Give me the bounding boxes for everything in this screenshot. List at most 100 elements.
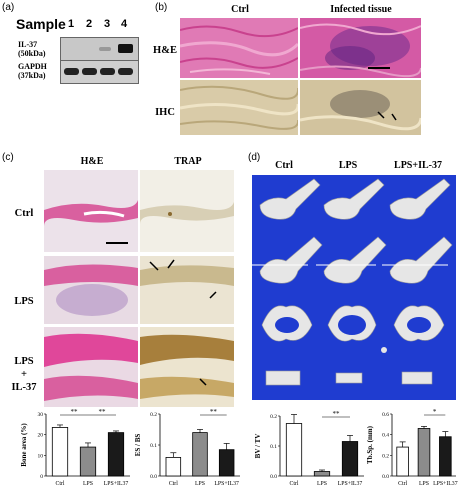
- scale-bar-c: [106, 242, 128, 244]
- significance-label: **: [99, 408, 107, 416]
- panel-d-label: (d): [248, 152, 261, 163]
- il37-band-lane-4: [118, 44, 133, 53]
- panel-b-label: (b): [155, 2, 168, 13]
- il37-band-lane-3: [99, 47, 111, 51]
- il37-blot-strip: [60, 37, 139, 61]
- c-ctrl-he-image: [44, 170, 138, 252]
- d-col-ctrl: Ctrl: [275, 160, 293, 171]
- il37-row-label: IL-37 (50kDa): [18, 40, 46, 58]
- sample-title: Sample: [16, 16, 66, 32]
- y-tick-label: 0.1: [150, 443, 157, 449]
- y-tick-label: 0.2: [270, 414, 277, 420]
- c-row-lps: LPS: [14, 296, 34, 307]
- bar: [313, 471, 331, 477]
- x-tick-label: Ctrl: [169, 481, 178, 487]
- bar: [417, 428, 431, 477]
- y-tick-label: 0.2: [150, 412, 157, 418]
- y-tick-label: 0.2: [382, 453, 389, 459]
- bar: [51, 427, 69, 477]
- b-ctrl-he-image: [180, 18, 298, 78]
- chart-es-bs: 0.0 0.1 0.2 ES / BS Ctrl LPS LPS+IL37 **: [134, 408, 240, 487]
- panel-c-label: (c): [2, 152, 14, 163]
- b-row-ihc: IHC: [155, 107, 175, 118]
- lane-4-label: 4: [121, 18, 128, 30]
- bar: [165, 457, 182, 477]
- c-lps-il37-he-image: [44, 327, 138, 407]
- x-tick-label: LPS+IL37: [338, 481, 363, 487]
- scale-bar: [368, 67, 390, 69]
- gapdh-blot-strip: [60, 60, 139, 84]
- significance-label: **: [333, 410, 341, 418]
- lane-3-label: 3: [104, 18, 111, 30]
- y-tick-label: 0.0: [150, 474, 157, 480]
- bar: [396, 446, 409, 477]
- x-tick-label: LPS+IL37: [214, 481, 239, 487]
- bar: [341, 441, 359, 477]
- d-col-lps: LPS: [338, 160, 358, 171]
- b-col-ctrl: Ctrl: [231, 4, 249, 15]
- bar: [107, 432, 125, 477]
- gapdh-band-lane-2: [82, 68, 97, 75]
- c-col-trap: TRAP: [174, 156, 202, 167]
- y-tick-label: 0.0: [270, 474, 277, 480]
- y-tick-label: 0.1: [270, 444, 277, 450]
- c-ctrl-trap-image: [140, 170, 234, 252]
- gapdh-band-lane-3: [100, 68, 115, 75]
- x-tick-label: LPS: [83, 481, 93, 487]
- chart-bone-area: 0 10 20 30 Bone area (%) Ctrl LPS LPS+IL37 ** **: [20, 408, 130, 487]
- y-tick-label: 20: [38, 433, 44, 439]
- c-row-lps-il37: LPS + IL-37: [11, 356, 37, 393]
- bar: [285, 423, 303, 477]
- gapdh-row-label: GAPDH (37kDa): [18, 62, 47, 80]
- b-infected-ihc-image: [300, 80, 421, 135]
- y-tick-label: 0.4: [382, 433, 389, 439]
- gapdh-band-lane-1: [64, 68, 79, 75]
- significance-label: **: [71, 408, 79, 416]
- c-lps-trap-image: [140, 256, 234, 324]
- gapdh-size: (37kDa): [18, 71, 46, 80]
- c-lps-he-image: [44, 256, 138, 324]
- il37-protein: IL-37: [18, 40, 38, 49]
- lane-2-label: 2: [86, 18, 93, 30]
- d-col-lps-il37: LPS+IL-37: [394, 160, 442, 171]
- y-axis-label: ES / BS: [134, 434, 142, 457]
- x-tick-label: LPS: [317, 481, 327, 487]
- y-axis-label: Bone area (%): [20, 423, 28, 467]
- y-tick-label: 0.6: [382, 412, 389, 418]
- x-tick-label: LPS: [195, 481, 205, 487]
- x-tick-label: Ctrl: [55, 481, 64, 487]
- b-col-infected: Infected tissue: [330, 4, 392, 15]
- x-tick-label: LPS+IL37: [433, 481, 458, 487]
- gapdh-protein: GAPDH: [18, 62, 47, 71]
- x-tick-label: Ctrl: [398, 481, 407, 487]
- lane-1-label: 1: [68, 18, 75, 30]
- chart-tb-sp: 0.0 0.2 0.4 0.6 Tb.Sp. (mm) Ctrl LPS LPS+IL37 *: [366, 408, 458, 487]
- c-row-ctrl: Ctrl: [14, 208, 34, 219]
- y-axis-label: Tb.Sp. (mm): [366, 425, 374, 464]
- b-infected-he-image: [300, 18, 421, 78]
- b-row-he: H&E: [153, 45, 177, 56]
- y-tick-label: 0.0: [382, 474, 389, 480]
- il37-size: (50kDa): [18, 49, 46, 58]
- x-tick-label: LPS+IL37: [104, 481, 129, 487]
- x-tick-label: Ctrl: [289, 481, 298, 487]
- b-ctrl-ihc-image: [180, 80, 298, 135]
- c-lps-il37-trap-image: [140, 327, 234, 407]
- microct-image: [252, 175, 456, 400]
- bar: [439, 436, 452, 477]
- significance-label: **: [210, 408, 218, 416]
- x-tick-label: LPS: [419, 481, 429, 487]
- panel-a-label: (a): [2, 2, 15, 13]
- bar: [192, 432, 208, 477]
- chart-bv-tv: 0.0 0.1 0.2 BV / TV Ctrl LPS LPS+IL37 **: [254, 410, 364, 487]
- y-tick-label: 0: [40, 474, 43, 480]
- bar: [218, 449, 235, 477]
- c-col-he: H&E: [80, 156, 104, 167]
- y-tick-label: 30: [38, 412, 44, 418]
- gapdh-band-lane-4: [118, 68, 133, 75]
- y-tick-label: 10: [38, 453, 44, 459]
- y-axis-label: BV / TV: [254, 434, 262, 459]
- bar: [79, 446, 97, 477]
- significance-label: *: [433, 408, 437, 416]
